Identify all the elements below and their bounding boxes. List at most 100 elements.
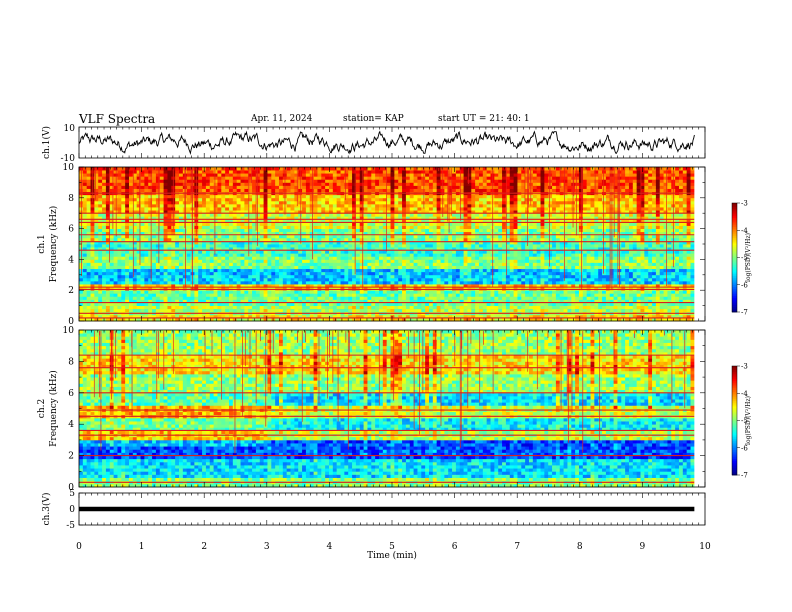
spectrogram-cell (413, 173, 418, 177)
spectrogram-cell (90, 271, 95, 276)
spectrogram-cell (305, 287, 311, 291)
spectrogram-cell (255, 228, 261, 233)
spectrogram-cell (159, 194, 165, 199)
spectrogram-cell (382, 253, 388, 257)
spectrogram-cell (98, 197, 103, 202)
spectrogram-cell (86, 296, 91, 300)
spectrogram-cell (375, 287, 380, 291)
spectrogram-cell (205, 210, 211, 214)
spectrogram-cell (355, 197, 361, 202)
spectrogram-cell (167, 271, 172, 276)
spectrogram-cell (155, 274, 161, 279)
spectrogram-cell (340, 256, 345, 260)
spectrogram-cell (305, 170, 311, 174)
spectrogram-cell (136, 314, 141, 319)
spectrogram-cell (113, 305, 118, 310)
spectrogram-cell (402, 173, 407, 177)
spectrogram-cell (163, 179, 168, 183)
spectrogram-cell (371, 207, 376, 211)
spectrogram-cell (129, 308, 134, 313)
spectrogram-cell (232, 244, 238, 248)
spectrogram-cell (102, 185, 107, 189)
spectrogram-cell (282, 284, 288, 288)
spectrogram-cell (336, 299, 341, 303)
spectrogram-cell (367, 188, 372, 193)
spectrogram-cell (202, 216, 207, 220)
spectrogram-cell (244, 197, 249, 202)
spectrogram-cell (221, 250, 226, 254)
spectrogram-cell (332, 203, 338, 208)
spectrogram-cell (355, 228, 361, 233)
spectrogram-cell (121, 271, 126, 276)
spectrogram-cell (144, 231, 149, 236)
spectrogram-cell (259, 259, 265, 263)
spectrogram-cell (352, 277, 357, 282)
spectrogram-cell (309, 176, 315, 180)
spectrogram-cell (275, 308, 280, 313)
spectrogram-cell (155, 167, 161, 171)
spectrogram-cell (86, 210, 91, 214)
spectrogram-cell (317, 287, 322, 291)
spectrogram-cell (321, 225, 326, 229)
spectrogram-cell (405, 210, 411, 214)
spectrogram-cell (90, 256, 95, 260)
spectrogram-cell (109, 287, 115, 291)
spectrogram-cell (228, 219, 234, 223)
spectrogram-cell (294, 280, 299, 285)
spectrogram-cell (309, 207, 315, 211)
spectrogram-cell (155, 210, 161, 214)
spectrogram-cell (163, 308, 168, 313)
spectrogram-cell (248, 228, 253, 233)
spectrogram-cell (298, 216, 303, 220)
spectrogram-cell (390, 280, 395, 285)
spectrogram-cell (398, 225, 403, 229)
spectrogram-cell (275, 268, 280, 273)
spectrogram-cell (371, 170, 376, 174)
spectrogram-cell (175, 179, 180, 183)
spectrogram-cell (390, 179, 395, 183)
spectrogram-cell (336, 314, 341, 319)
spectrogram-cell (309, 234, 315, 239)
spectrogram-cell (271, 170, 276, 174)
spectrogram-cell (444, 274, 449, 279)
spectrogram-cell (213, 194, 218, 199)
spectrogram-cell (236, 203, 241, 208)
spectrogram-cell (378, 237, 384, 242)
spectrogram-cell (232, 305, 238, 310)
spectrogram-cell (282, 290, 288, 294)
spectrogram-cell (132, 308, 138, 313)
spectrogram-cell (444, 296, 449, 300)
spectrogram-cell (217, 317, 222, 322)
spectrogram-cell (113, 197, 118, 202)
spectrogram-cell (155, 244, 161, 248)
spectrogram-cell (378, 253, 384, 257)
spectrogram-cell (82, 277, 88, 282)
spectrogram-cell (305, 259, 311, 263)
spectrogram-cell (117, 216, 122, 220)
spectrogram-cell (428, 237, 434, 242)
spectrogram-cell (421, 296, 426, 300)
spectrogram-cell (355, 219, 361, 223)
spectrogram-cell (90, 268, 95, 273)
spectrogram-cell (129, 259, 134, 263)
spectrogram-cell (232, 262, 238, 266)
spectrogram-cell (290, 256, 295, 260)
spectrogram-cell (121, 197, 126, 202)
spectrogram-cell (428, 176, 434, 180)
spectrogram-cell (405, 317, 411, 322)
spectrogram-cell (382, 185, 388, 189)
spectrogram-cell (340, 194, 345, 199)
spectrogram-cell (298, 170, 303, 174)
spectrogram-cell (132, 302, 138, 306)
spectrogram-cell (263, 268, 268, 273)
spectrogram-cell (163, 296, 168, 300)
spectrogram-cell (425, 197, 430, 202)
spectrogram-cell (163, 268, 168, 273)
spectrogram-cell (167, 167, 172, 171)
spectrogram-cell (121, 305, 126, 310)
spectrogram-cell (317, 216, 322, 220)
spectrogram-cell (352, 250, 357, 254)
spectrogram-cell (113, 173, 118, 177)
spectrogram-cell (298, 259, 303, 263)
spectrogram-cell (359, 277, 365, 282)
